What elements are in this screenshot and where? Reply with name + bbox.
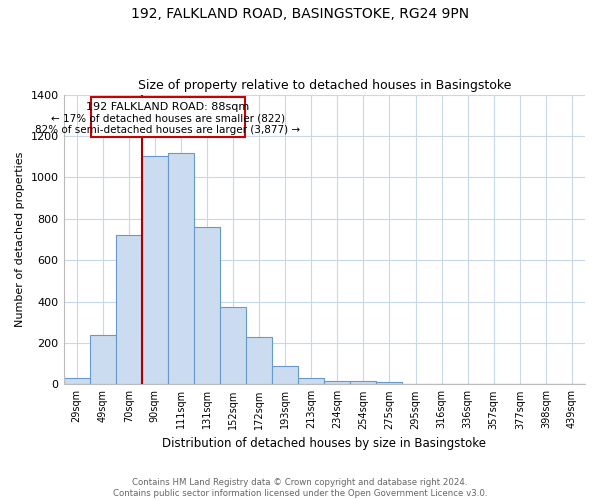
Bar [64, 378, 89, 384]
Title: Size of property relative to detached houses in Basingstoke: Size of property relative to detached ho… [137, 79, 511, 92]
Bar [376, 382, 403, 384]
Text: 192, FALKLAND ROAD, BASINGSTOKE, RG24 9PN: 192, FALKLAND ROAD, BASINGSTOKE, RG24 9P… [131, 8, 469, 22]
Bar [89, 334, 116, 384]
Bar [324, 380, 350, 384]
Bar [246, 336, 272, 384]
Bar [350, 381, 376, 384]
Text: Contains HM Land Registry data © Crown copyright and database right 2024.
Contai: Contains HM Land Registry data © Crown c… [113, 478, 487, 498]
FancyBboxPatch shape [91, 96, 245, 137]
Bar [272, 366, 298, 384]
Text: 82% of semi-detached houses are larger (3,877) →: 82% of semi-detached houses are larger (… [35, 124, 301, 134]
Bar [142, 156, 168, 384]
Bar [220, 306, 246, 384]
Text: ← 17% of detached houses are smaller (822): ← 17% of detached houses are smaller (82… [51, 114, 285, 124]
Bar [168, 152, 194, 384]
Bar [194, 227, 220, 384]
Y-axis label: Number of detached properties: Number of detached properties [15, 152, 25, 327]
X-axis label: Distribution of detached houses by size in Basingstoke: Distribution of detached houses by size … [162, 437, 486, 450]
Text: 192 FALKLAND ROAD: 88sqm: 192 FALKLAND ROAD: 88sqm [86, 102, 250, 112]
Bar [116, 236, 142, 384]
Bar [298, 378, 324, 384]
